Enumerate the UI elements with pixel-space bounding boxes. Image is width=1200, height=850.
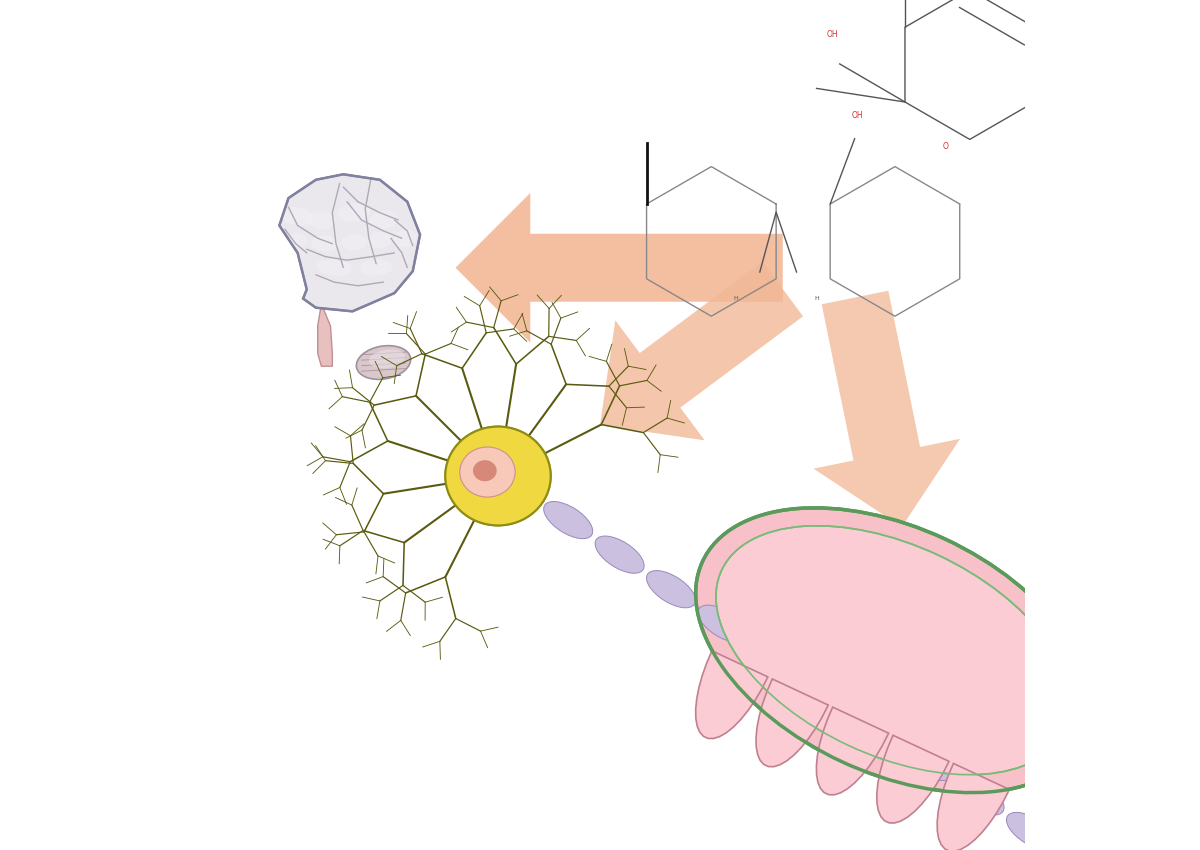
Ellipse shape [356, 346, 410, 379]
Ellipse shape [367, 232, 392, 248]
Ellipse shape [368, 211, 398, 230]
Ellipse shape [1007, 813, 1056, 850]
PathPatch shape [318, 304, 332, 366]
Polygon shape [600, 262, 803, 440]
Ellipse shape [749, 640, 798, 677]
Ellipse shape [544, 502, 593, 539]
Polygon shape [877, 735, 949, 823]
Ellipse shape [852, 709, 901, 746]
Ellipse shape [595, 536, 644, 573]
Ellipse shape [370, 349, 406, 368]
Polygon shape [816, 707, 889, 795]
Ellipse shape [311, 235, 338, 252]
Ellipse shape [716, 526, 1070, 774]
Ellipse shape [395, 229, 416, 247]
Polygon shape [937, 763, 1009, 850]
Polygon shape [696, 651, 768, 739]
Text: H: H [815, 297, 820, 302]
Ellipse shape [281, 207, 314, 226]
Text: H: H [733, 297, 738, 302]
Ellipse shape [460, 447, 515, 497]
Ellipse shape [696, 507, 1091, 793]
Ellipse shape [473, 460, 497, 481]
Polygon shape [814, 291, 960, 527]
Ellipse shape [955, 778, 1004, 815]
Ellipse shape [360, 259, 392, 275]
Ellipse shape [904, 743, 953, 780]
Ellipse shape [445, 427, 551, 525]
Ellipse shape [288, 233, 307, 247]
Text: O: O [943, 142, 949, 150]
Ellipse shape [647, 570, 696, 608]
Ellipse shape [316, 259, 353, 276]
Text: OH: OH [852, 110, 863, 120]
Polygon shape [456, 193, 782, 343]
Ellipse shape [460, 447, 515, 497]
Ellipse shape [338, 203, 371, 222]
Ellipse shape [800, 674, 850, 711]
Text: OH: OH [827, 31, 839, 39]
Ellipse shape [307, 211, 336, 230]
PathPatch shape [280, 174, 420, 311]
Ellipse shape [1058, 847, 1106, 850]
Ellipse shape [473, 460, 497, 481]
Ellipse shape [342, 234, 367, 250]
Polygon shape [756, 679, 828, 767]
Ellipse shape [445, 427, 551, 525]
Ellipse shape [698, 605, 746, 643]
